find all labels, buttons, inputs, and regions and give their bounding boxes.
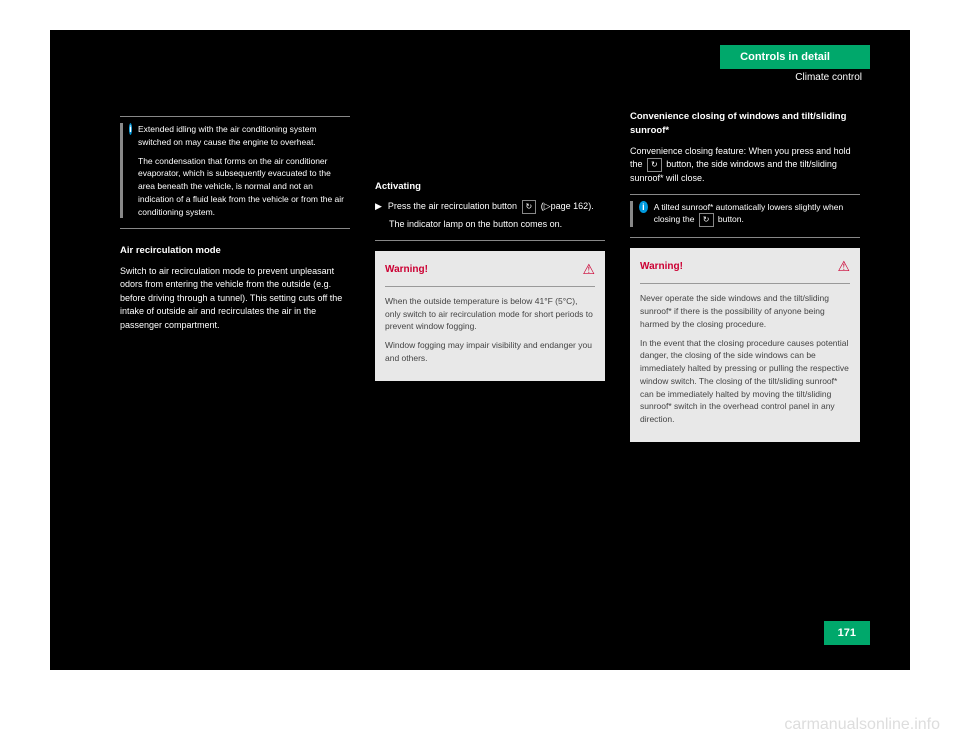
warning-triangle-icon: ⚠ [582, 259, 595, 280]
warning-triangle-icon: ⚠ [837, 256, 850, 277]
page-header: Controls in detail Climate control [50, 30, 910, 90]
column-2: Activating ▶ Press the air recirculation… [375, 110, 605, 442]
divider [375, 240, 605, 241]
warning-paragraph: When the outside temperature is below 41… [385, 295, 595, 333]
divider [630, 237, 860, 238]
column-3: Convenience closing of windows and tilt/… [630, 110, 860, 442]
warning-body: Never operate the side windows and the t… [630, 286, 860, 442]
info-paragraph: Extended idling with the air conditionin… [138, 123, 350, 149]
instruction-text: Press the air recirculation button ↻ (▷p… [388, 200, 594, 214]
instruction-item: ▶ Press the air recirculation button ↻ (… [375, 200, 605, 214]
section-heading: Convenience closing of windows and tilt/… [630, 110, 860, 139]
warning-divider [385, 286, 595, 287]
button-glyph: ↻ [699, 213, 714, 227]
warning-title: Warning! [640, 259, 683, 274]
content-area: i Extended idling with the air condition… [50, 90, 910, 442]
info-text: A tilted sunroof* automatically lowers s… [654, 201, 860, 228]
warning-divider [640, 283, 850, 284]
info-paragraph: The condensation that forms on the air c… [138, 155, 350, 219]
divider [120, 228, 350, 229]
warning-box: Warning! ⚠ Never operate the side window… [630, 248, 860, 442]
section-heading: Air recirculation mode [120, 244, 350, 258]
warning-body: When the outside temperature is below 41… [375, 289, 605, 381]
page-number: 171 [824, 621, 870, 645]
bullet-arrow-icon: ▶ [375, 200, 382, 214]
manual-page: Controls in detail Climate control i Ext… [50, 30, 910, 670]
result-text: The indicator lamp on the button comes o… [389, 218, 605, 232]
warning-box: Warning! ⚠ When the outside temperature … [375, 251, 605, 381]
info-block: i A tilted sunroof* automatically lowers… [630, 201, 860, 228]
warning-title: Warning! [385, 262, 428, 277]
warning-header: Warning! ⚠ [375, 251, 605, 284]
body-paragraph: Switch to air recirculation mode to prev… [120, 265, 350, 333]
watermark: carmanualsonline.info [784, 716, 940, 734]
warning-header: Warning! ⚠ [630, 248, 860, 281]
info-text: Extended idling with the air conditionin… [138, 123, 350, 218]
column-1: i Extended idling with the air condition… [120, 110, 350, 442]
body-paragraph: Convenience closing feature: When you pr… [630, 145, 860, 186]
section-subtitle: Climate control [795, 72, 862, 83]
info-block: i Extended idling with the air condition… [120, 123, 350, 218]
button-glyph: ↻ [647, 158, 662, 172]
divider [120, 116, 350, 117]
info-icon: i [639, 201, 648, 213]
button-glyph: ↻ [522, 200, 537, 214]
warning-paragraph: In the event that the closing procedure … [640, 337, 850, 426]
warning-paragraph: Window fogging may impair visibility and… [385, 339, 595, 365]
section-tab: Controls in detail [720, 45, 870, 69]
section-heading: Activating [375, 180, 605, 194]
warning-paragraph: Never operate the side windows and the t… [640, 292, 850, 330]
divider [630, 194, 860, 195]
info-icon: i [129, 123, 132, 135]
